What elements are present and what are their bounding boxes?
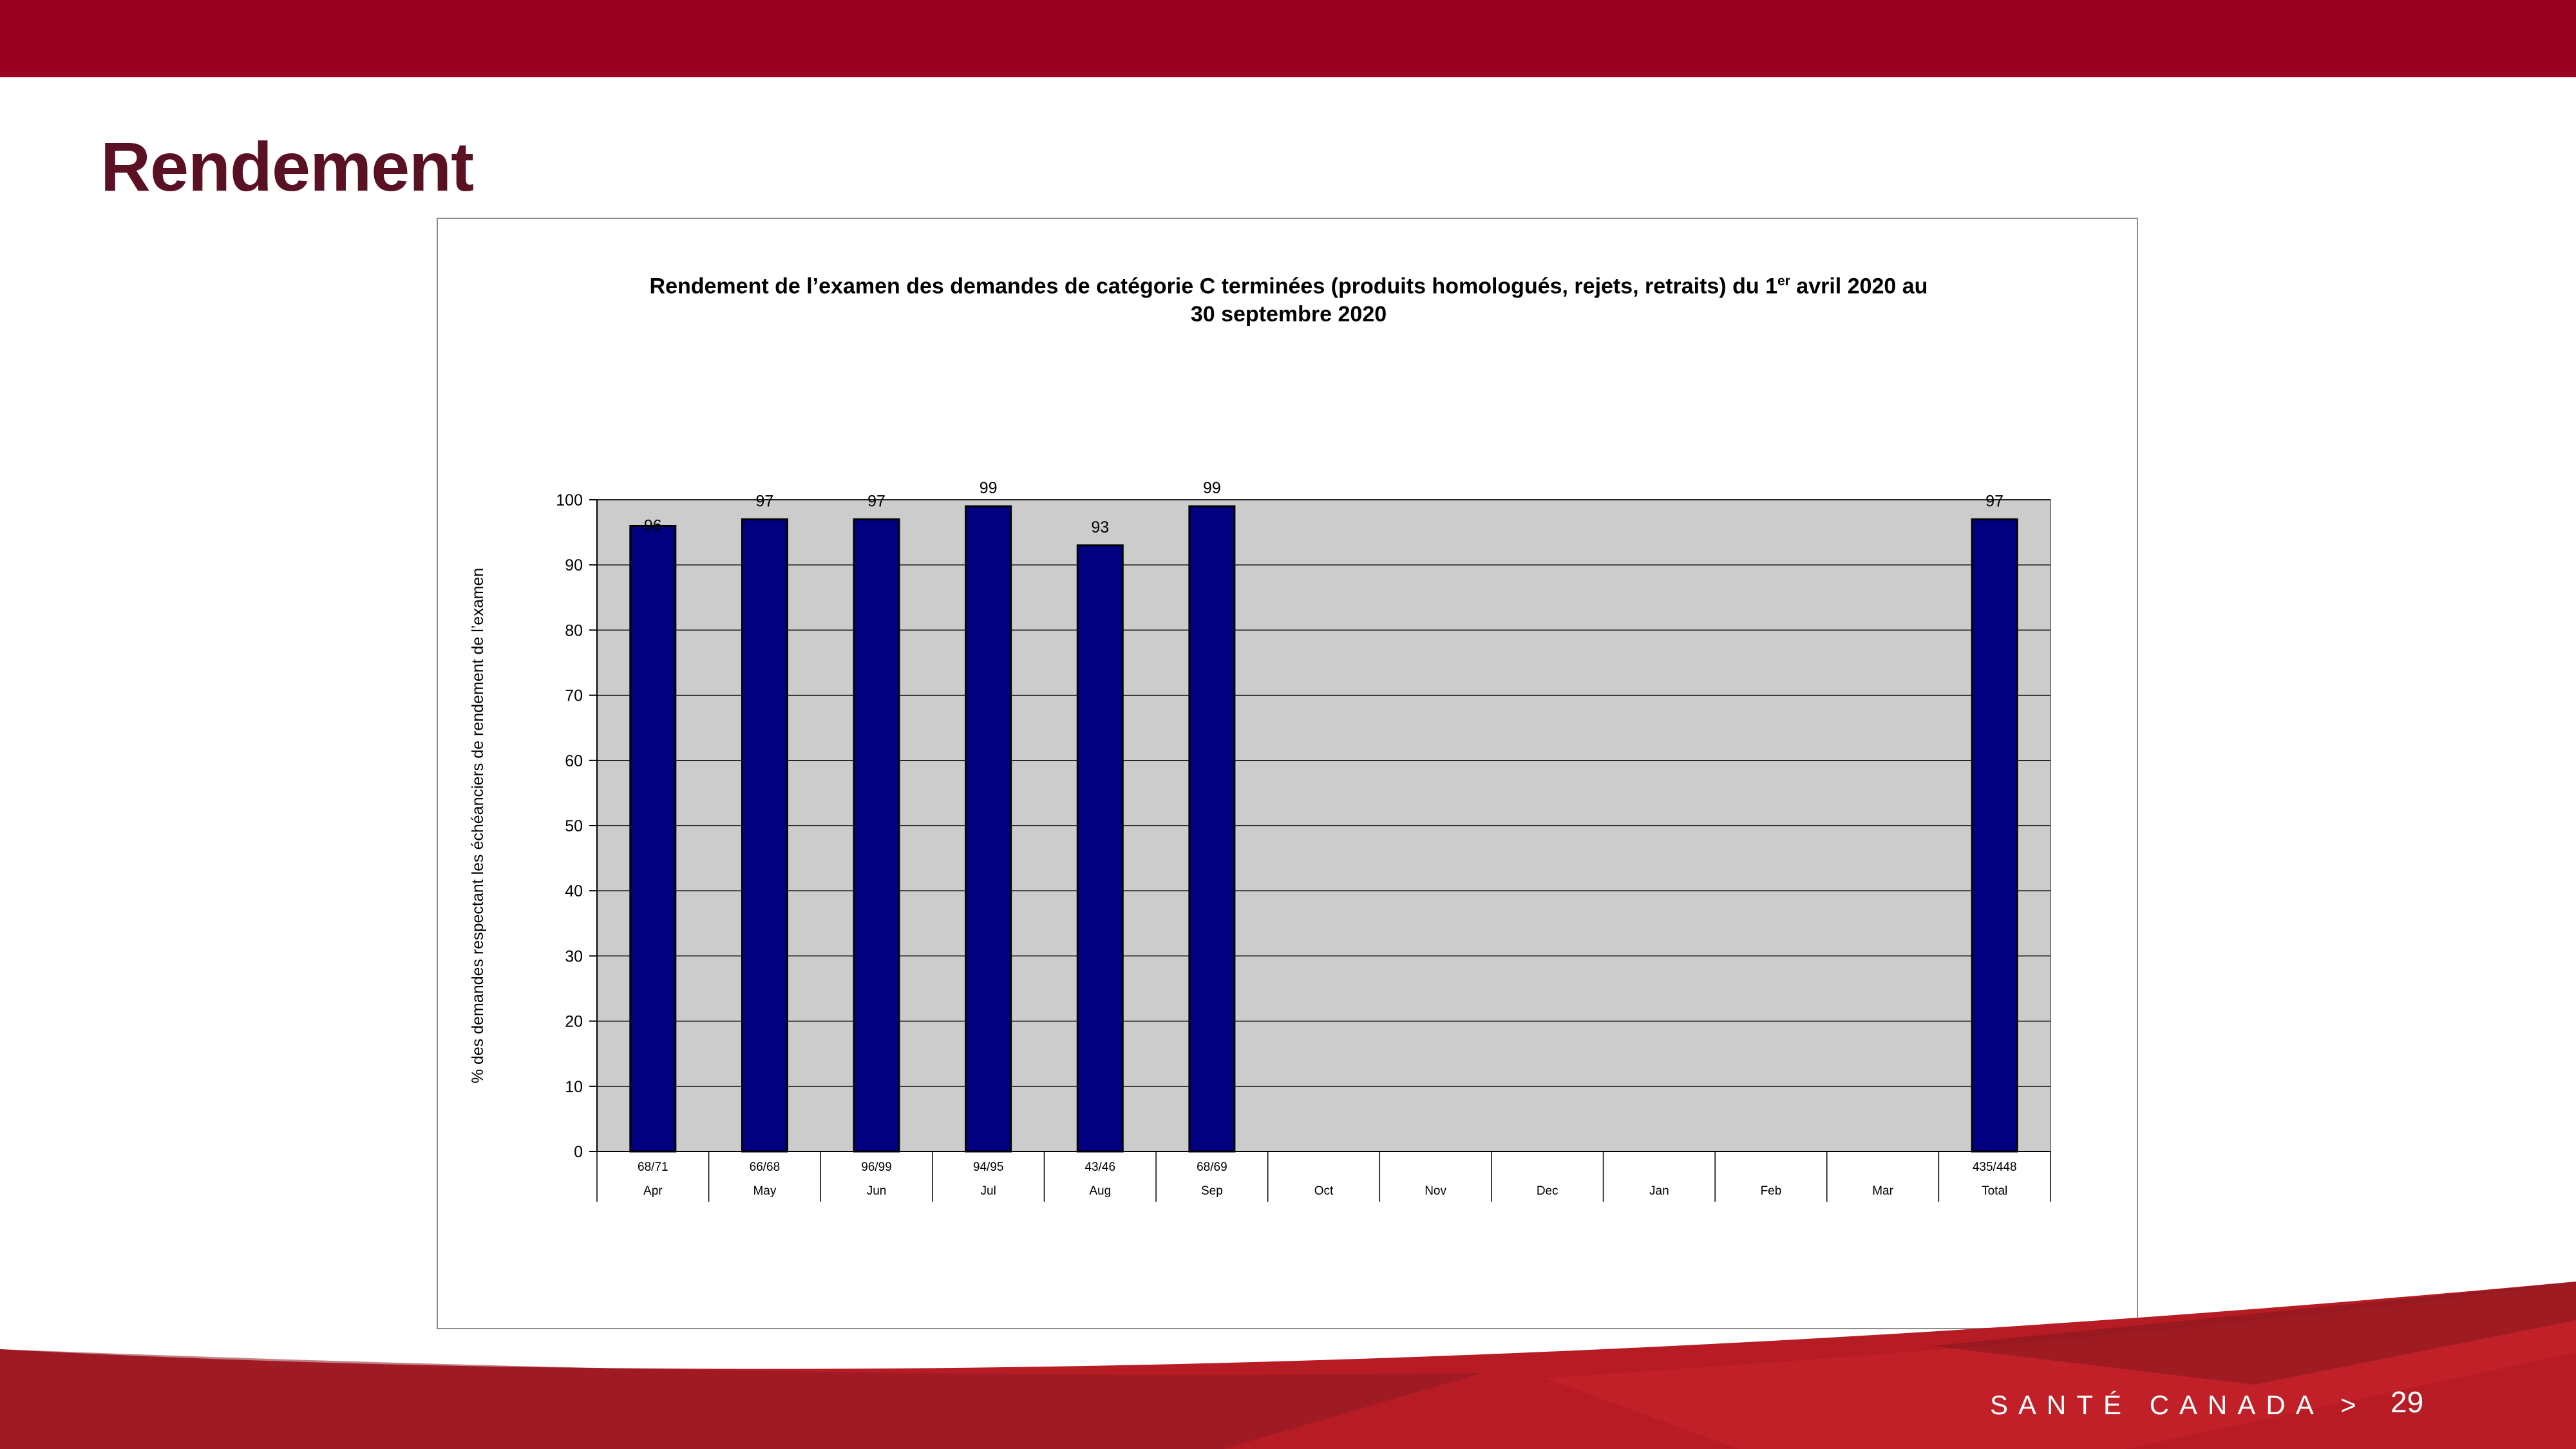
category-label: Oct — [1314, 1184, 1334, 1198]
data-label: 97 — [756, 492, 774, 510]
count-label: 68/69 — [1197, 1160, 1227, 1174]
y-tick-label: 20 — [565, 1013, 583, 1031]
y-tick-label: 30 — [565, 947, 583, 965]
data-label: 99 — [1203, 479, 1221, 497]
bar — [629, 524, 677, 1153]
y-tick-label: 10 — [565, 1078, 583, 1096]
bar — [965, 505, 1012, 1153]
y-tick-label: 100 — [556, 491, 583, 509]
count-label: 94/95 — [973, 1160, 1004, 1174]
chart-title: Rendement de l’examen des demandes de ca… — [438, 267, 2139, 328]
y-tick-label: 80 — [565, 621, 583, 639]
bar — [1076, 544, 1124, 1153]
chart-title-line2: 30 septembre 2020 — [1190, 302, 1387, 327]
category-label: Apr — [643, 1184, 663, 1198]
y-tick-label: 70 — [565, 687, 583, 705]
y-tick-label: 0 — [574, 1143, 583, 1161]
category-label: Mar — [1872, 1184, 1893, 1198]
bar — [853, 518, 900, 1153]
y-tick-label: 90 — [565, 556, 583, 574]
category-label: Jun — [867, 1184, 887, 1198]
count-label: 66/68 — [750, 1160, 781, 1174]
data-label: 97 — [867, 492, 886, 510]
chart-frame: Rendement de l’examen des demandes de ca… — [437, 218, 2138, 1329]
category-label: Dec — [1537, 1184, 1558, 1198]
category-label: Nov — [1425, 1184, 1446, 1198]
data-label: 99 — [980, 479, 998, 497]
count-label: 43/46 — [1084, 1160, 1115, 1174]
category-label: May — [753, 1184, 776, 1198]
footer-decoration — [0, 1282, 2576, 1449]
y-axis-label: % des demandes respectant les échéancier… — [469, 568, 487, 1083]
data-label: 96 — [644, 516, 662, 535]
slide-title: Rendement — [100, 128, 474, 205]
bar — [741, 518, 788, 1153]
bar-chart: 0 10 20 30 40 50 60 70 80 90 100 % des demandes res… — [469, 479, 2051, 1202]
page-number: 29 — [2391, 1385, 2424, 1419]
chart-title-part2: avril 2020 au — [1790, 274, 1928, 299]
y-tick-label: 40 — [565, 882, 583, 900]
category-label: Jul — [981, 1184, 996, 1198]
top-banner — [0, 0, 2576, 77]
count-label: 435/448 — [1973, 1160, 2017, 1174]
chart-title-superscript: er — [1777, 274, 1790, 289]
count-label: 68/71 — [638, 1160, 668, 1174]
bar — [1188, 505, 1236, 1153]
y-tick-label: 60 — [565, 752, 583, 770]
data-label: 97 — [1985, 492, 2003, 510]
category-label: Sep — [1201, 1184, 1223, 1198]
bar — [1971, 518, 2018, 1153]
y-tick-label: 50 — [565, 817, 583, 835]
data-label: 93 — [1091, 518, 1109, 536]
category-label: Jan — [1649, 1184, 1669, 1198]
footer-brand: SANTÉ CANADA > — [1990, 1390, 2367, 1420]
category-label: Feb — [1761, 1184, 1782, 1198]
category-label: Aug — [1089, 1184, 1111, 1198]
count-label: 96/99 — [861, 1160, 892, 1174]
category-label: Total — [1982, 1184, 2007, 1198]
chart-title-part1: Rendement de l’examen des demandes de ca… — [649, 274, 1777, 299]
